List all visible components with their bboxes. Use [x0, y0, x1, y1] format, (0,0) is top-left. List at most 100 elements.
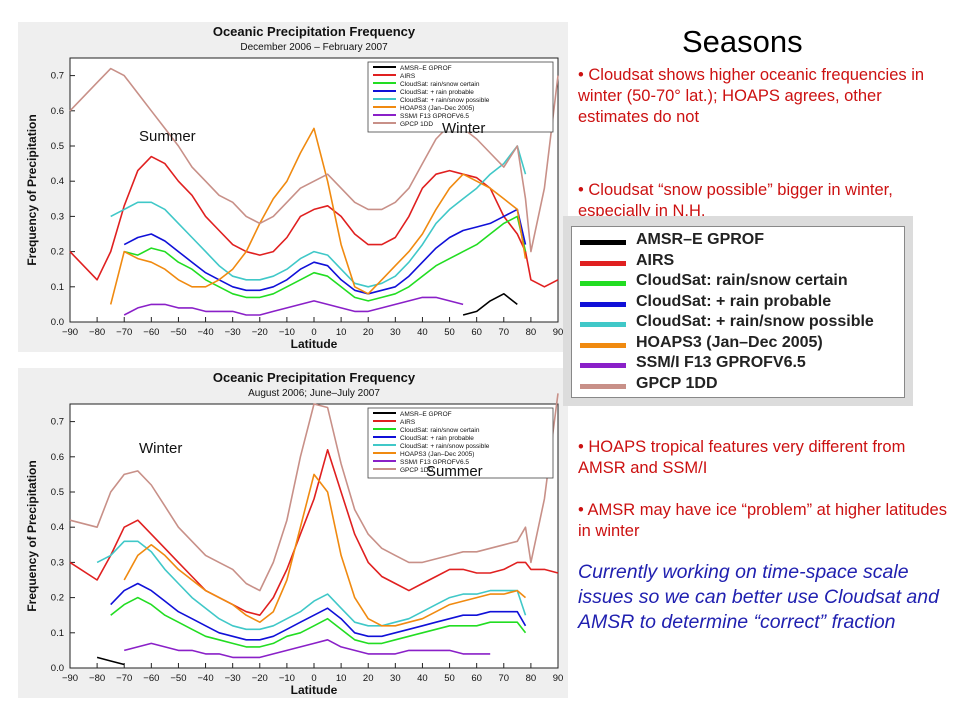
legend-label: CloudSat: + rain/snow possible	[636, 313, 874, 330]
y-tick-label: 0.1	[51, 628, 64, 639]
chart-legend-label: CloudSat: + rain probable	[400, 435, 474, 442]
x-tick-label: −10	[279, 327, 295, 338]
annotation-summer: Summer	[426, 463, 483, 480]
legend-swatch	[580, 301, 626, 307]
series-line	[124, 639, 491, 659]
x-tick-label: 0	[311, 327, 316, 338]
x-tick-label: 70	[498, 327, 509, 338]
legend-swatch	[580, 322, 626, 327]
series-line	[123, 296, 464, 316]
series-line	[69, 393, 559, 592]
series-line	[110, 145, 527, 288]
legend-label: GPCP 1DD	[636, 374, 718, 392]
x-tick-label: −40	[197, 327, 213, 338]
bullet-text: • HOAPS tropical features very different…	[578, 438, 906, 477]
chart-legend-label: CloudSat: rain/snow certain	[400, 81, 480, 88]
bullet-text: • Cloudsat “snow possible” bigger in win…	[578, 181, 893, 220]
chart-legend-label: SSM/I F13 GPROFV6.5	[400, 459, 469, 466]
x-tick-label: 40	[417, 673, 428, 684]
legend-label: AMSR–E GPROF	[636, 231, 765, 248]
chart-legend	[367, 407, 554, 479]
y-tick-label: 0.0	[51, 663, 64, 674]
x-tick-label: −70	[116, 327, 132, 338]
legend-swatch	[580, 260, 626, 266]
y-axis-label: Frequency of Precipitation	[25, 460, 39, 611]
legend-label: CloudSat: rain/snow certain	[636, 272, 848, 289]
chart-legend-label: CloudSat: rain/snow certain	[400, 427, 480, 434]
x-tick-label: 20	[363, 673, 374, 684]
slide-title: Seasons	[682, 24, 803, 59]
series-line	[462, 293, 518, 316]
series-line	[69, 67, 559, 253]
chart-title: Oceanic Precipitation Frequency	[213, 370, 416, 385]
chart-legend-label: SSM/I F13 GPROFV6.5	[400, 113, 469, 120]
y-tick-label: 0.5	[51, 487, 64, 498]
y-tick-label: 0.2	[51, 593, 64, 604]
y-tick-label: 0.5	[51, 141, 64, 152]
closing-note: Currently working on time-space scale is…	[578, 561, 939, 633]
x-tick-label: −70	[116, 673, 132, 684]
x-axis-label: Latitude	[291, 337, 338, 351]
series-line	[96, 540, 527, 631]
x-tick-label: −90	[62, 673, 78, 684]
series-line	[69, 449, 559, 616]
chart-legend-label: AMSR–E GPROF	[400, 65, 452, 72]
legend-swatch	[580, 383, 626, 389]
x-tick-label: 10	[336, 327, 347, 338]
legend-label: AIRS	[636, 251, 675, 269]
annotation-winter: Winter	[442, 120, 486, 137]
y-tick-label: 0.1	[51, 282, 64, 293]
enlarged-legend: AMSR–E GPROF AIRS CloudSat: rain/snow cert…	[563, 216, 913, 406]
chart-legend-label: GPCP 1DD	[400, 121, 433, 128]
chart-legend	[367, 61, 554, 133]
legend-label: CloudSat: + rain probable	[636, 292, 832, 310]
y-tick-label: 0.6	[51, 452, 64, 463]
x-tick-label: 60	[471, 673, 482, 684]
chart-legend-label: AIRS	[400, 73, 416, 80]
chart-legend-label: AMSR–E GPROF	[400, 411, 452, 418]
y-tick-label: 0.3	[51, 211, 64, 222]
series-line	[110, 582, 527, 641]
series-line	[124, 215, 527, 302]
chart-top: Oceanic Precipitation Frequency December …	[25, 24, 564, 351]
x-tick-label: 90	[553, 673, 564, 684]
x-tick-label: 50	[444, 673, 455, 684]
y-tick-label: 0.0	[51, 317, 64, 328]
x-tick-label: 50	[444, 327, 455, 338]
x-tick-label: 80	[526, 327, 537, 338]
y-tick-label: 0.3	[51, 557, 64, 568]
chart-subtitle: August 2006; June–July 2007	[248, 388, 380, 399]
chart-legend-label: CloudSat: + rain/snow possible	[400, 443, 490, 450]
bullet-text: • Cloudsat shows higher oceanic frequenc…	[578, 66, 925, 126]
x-tick-label: −20	[252, 327, 268, 338]
chart-legend-label: AIRS	[400, 419, 416, 426]
chart-legend-label: GPCP 1DD	[400, 467, 433, 474]
y-tick-label: 0.4	[51, 176, 64, 187]
x-tick-label: −50	[170, 673, 186, 684]
series-line	[123, 473, 527, 627]
x-tick-label: −90	[62, 327, 78, 338]
y-axis-label: Frequency of Precipitation	[25, 114, 39, 265]
y-tick-label: 0.7	[51, 71, 64, 82]
x-tick-label: 20	[363, 327, 374, 338]
y-tick-label: 0.2	[51, 247, 64, 258]
x-tick-label: 10	[336, 673, 347, 684]
legend-swatch	[580, 281, 626, 286]
chart-bottom: Oceanic Precipitation Frequency August 20…	[25, 370, 564, 697]
chart-legend-label: HOAPS3 (Jan–Dec 2005)	[400, 451, 474, 458]
x-tick-label: −30	[225, 327, 241, 338]
x-tick-label: 70	[498, 673, 509, 684]
annotation-winter: Winter	[139, 440, 183, 457]
y-tick-label: 0.7	[51, 417, 64, 428]
legend-swatch	[580, 240, 626, 245]
x-tick-label: 90	[553, 327, 564, 338]
y-tick-label: 0.6	[51, 106, 64, 117]
series-line	[109, 127, 527, 305]
x-tick-label: 0	[311, 673, 316, 684]
x-tick-label: −80	[89, 673, 105, 684]
y-tick-label: 0.4	[51, 522, 64, 533]
bullet-text: • AMSR may have ice “problem” at higher …	[578, 501, 947, 540]
x-tick-label: 30	[390, 327, 401, 338]
x-tick-label: −50	[170, 327, 186, 338]
x-tick-label: −10	[279, 673, 295, 684]
